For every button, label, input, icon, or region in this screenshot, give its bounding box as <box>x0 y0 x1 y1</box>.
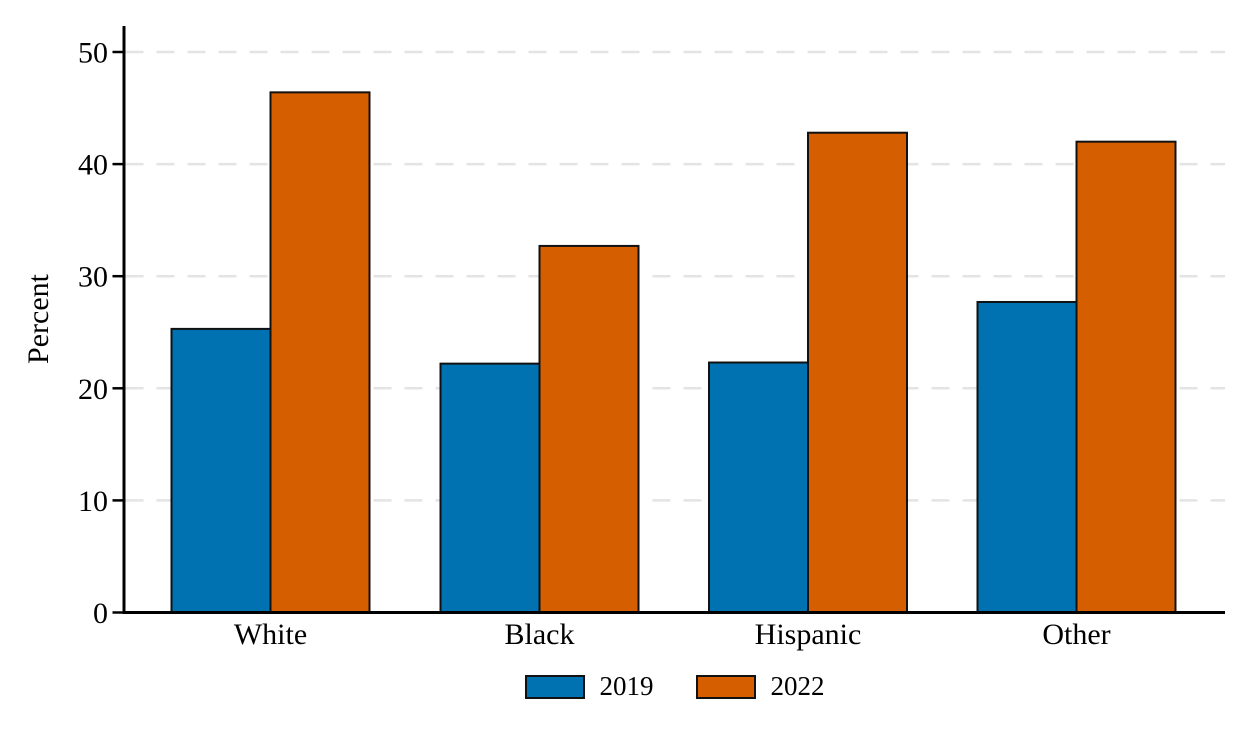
legend-swatch-2022 <box>695 674 756 699</box>
x-category-label-white: White <box>234 618 307 651</box>
y-tick-label-50: 50 <box>78 37 108 70</box>
legend-item-2022: 2022 <box>695 671 825 701</box>
bar-black-2019 <box>439 362 541 614</box>
x-category-label-other: Other <box>1042 618 1110 651</box>
y-tick-label-10: 10 <box>78 485 108 518</box>
x-category-label-hispanic: Hispanic <box>755 618 862 651</box>
bar-white-2019 <box>170 327 272 614</box>
legend-label-2019: 2019 <box>599 671 654 701</box>
x-category-label-black: Black <box>505 618 575 651</box>
y-axis-title: Percent <box>22 273 55 364</box>
bar-hispanic-2019 <box>708 361 809 614</box>
bar-other-2019 <box>976 300 1078 614</box>
bar-other-2022 <box>1075 140 1177 614</box>
bar-black-2022 <box>538 244 640 614</box>
y-tick-label-30: 30 <box>78 261 108 294</box>
chart-canvas: 0 10 20 30 40 50 White Black Hispanic Other Percen… <box>22 26 1225 651</box>
y-tick-label-20: 20 <box>78 373 108 406</box>
legend-item-2019: 2019 <box>524 671 654 701</box>
legend-label-2022: 2022 <box>770 671 825 701</box>
y-tick-label-40: 40 <box>78 149 108 182</box>
bar-white-2022 <box>269 91 371 614</box>
y-tick-label-0: 0 <box>93 597 108 630</box>
legend-swatch-2019 <box>524 674 585 699</box>
legend: 2019 2022 <box>124 672 1225 701</box>
bar-hispanic-2022 <box>807 131 908 614</box>
